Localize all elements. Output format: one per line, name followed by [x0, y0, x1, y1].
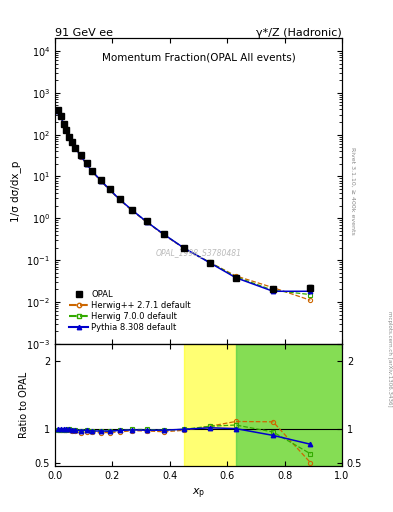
Text: γ*/Z (Hadronic): γ*/Z (Hadronic)	[256, 28, 342, 38]
Text: OPAL_1998_S3780481: OPAL_1998_S3780481	[156, 248, 241, 257]
Y-axis label: Rivet 3.1.10, ≥ 400k events: Rivet 3.1.10, ≥ 400k events	[350, 147, 355, 235]
Y-axis label: Ratio to OPAL: Ratio to OPAL	[19, 372, 29, 438]
Text: 91 GeV ee: 91 GeV ee	[55, 28, 113, 38]
Text: mcplots.cern.ch [arXiv:1306.3436]: mcplots.cern.ch [arXiv:1306.3436]	[387, 311, 392, 406]
Text: Momentum Fraction(OPAL All events): Momentum Fraction(OPAL All events)	[101, 52, 296, 62]
X-axis label: $x_{\rm p}$: $x_{\rm p}$	[192, 486, 205, 501]
Y-axis label: 1/σ dσ/dx_p: 1/σ dσ/dx_p	[10, 160, 20, 222]
Legend: OPAL, Herwig++ 2.7.1 default, Herwig 7.0.0 default, Pythia 8.308 default: OPAL, Herwig++ 2.7.1 default, Herwig 7.0…	[68, 288, 193, 333]
